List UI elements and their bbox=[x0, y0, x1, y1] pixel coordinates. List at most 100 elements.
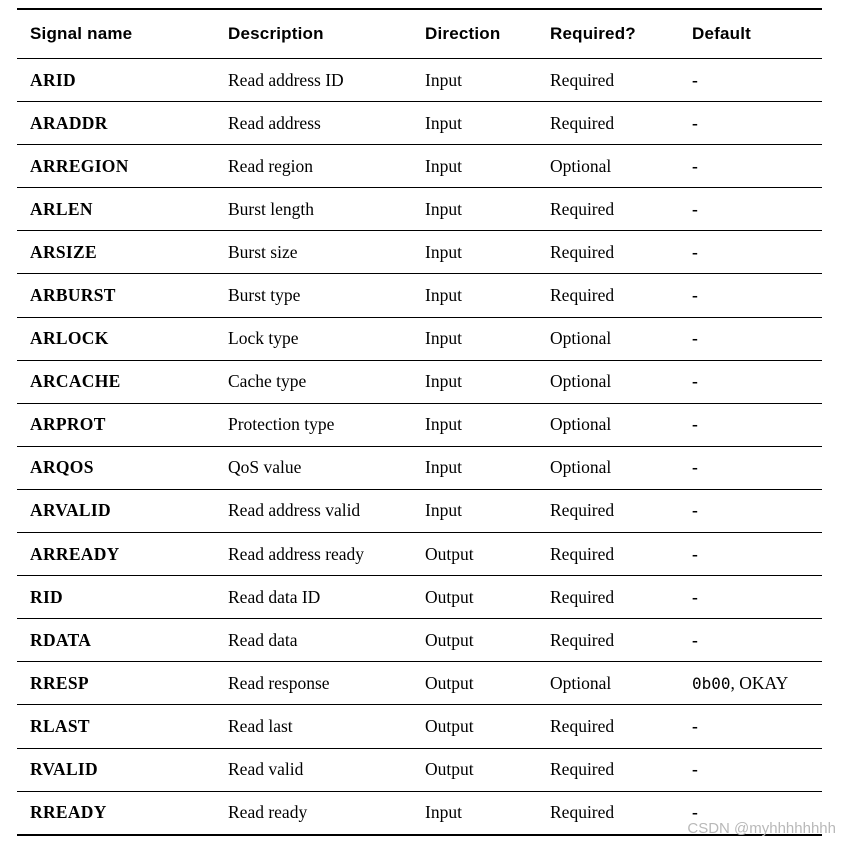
table-row: ARADDR Read address Input Required - bbox=[17, 102, 822, 145]
direction-cell: Output bbox=[425, 759, 474, 780]
required-cell: Required bbox=[550, 629, 615, 650]
table-row: ARVALID Read address valid Input Required - bbox=[17, 489, 822, 533]
default-cell: - bbox=[692, 328, 698, 349]
signal-cell: ARVALID bbox=[30, 500, 111, 521]
description-cell: Burst size bbox=[228, 241, 298, 262]
table-row: ARID Read address ID Input Required - bbox=[17, 59, 822, 102]
default-cell: - bbox=[692, 414, 698, 435]
direction-cell: Output bbox=[425, 543, 474, 564]
required-cell: Required bbox=[550, 112, 615, 133]
table-row: ARPROT Protection type Input Optional - bbox=[17, 403, 822, 447]
direction-cell: Input bbox=[425, 112, 462, 133]
default-cell: - bbox=[692, 543, 698, 564]
required-cell: Required bbox=[550, 241, 615, 262]
default-cell: - bbox=[692, 715, 698, 736]
default-mono-value: 0b00 bbox=[692, 673, 731, 693]
required-cell: Optional bbox=[550, 328, 612, 349]
default-cell: - bbox=[692, 69, 698, 90]
axi-read-signal-table-container: Signal name Description Direction Requir… bbox=[17, 8, 822, 836]
default-cell: - bbox=[692, 198, 698, 219]
signal-cell: RDATA bbox=[30, 629, 92, 650]
required-cell: Optional bbox=[550, 414, 612, 435]
description-cell: Read last bbox=[228, 715, 293, 736]
signal-cell: ARADDR bbox=[30, 112, 108, 133]
required-cell: Optional bbox=[550, 371, 612, 392]
table-row: RREADY Read ready Input Required - bbox=[17, 791, 822, 835]
column-header-signal-name: Signal name bbox=[30, 24, 133, 43]
column-header-default: Default bbox=[692, 24, 752, 43]
required-cell: Required bbox=[550, 285, 615, 306]
description-cell: Cache type bbox=[228, 371, 307, 392]
table-row: ARREADY Read address ready Output Required - bbox=[17, 533, 822, 576]
table-row: ARCACHE Cache type Input Optional - bbox=[17, 360, 822, 404]
signal-cell: RID bbox=[30, 586, 63, 607]
required-cell: Optional bbox=[550, 672, 612, 693]
signal-cell: ARBURST bbox=[30, 285, 116, 306]
description-cell: Read data ID bbox=[228, 586, 321, 607]
direction-cell: Input bbox=[425, 285, 462, 306]
default-cell: 0b00, OKAY bbox=[679, 662, 822, 705]
signal-cell: ARLOCK bbox=[30, 328, 109, 349]
table-row: RID Read data ID Output Required - bbox=[17, 576, 822, 619]
table-row: ARREGION Read region Input Optional - bbox=[17, 145, 822, 188]
signal-cell: ARREADY bbox=[30, 543, 120, 564]
table-row: RDATA Read data Output Required - bbox=[17, 619, 822, 662]
description-cell: Read data bbox=[228, 629, 298, 650]
default-cell: - bbox=[692, 155, 698, 176]
required-cell: Required bbox=[550, 586, 615, 607]
default-cell: - bbox=[692, 500, 698, 521]
required-cell: Required bbox=[550, 759, 615, 780]
direction-cell: Input bbox=[425, 371, 462, 392]
signal-cell: ARREGION bbox=[30, 155, 129, 176]
default-cell: - bbox=[692, 112, 698, 133]
required-cell: Required bbox=[550, 715, 615, 736]
signal-cell: ARCACHE bbox=[30, 371, 121, 392]
default-cell: - bbox=[692, 285, 698, 306]
signal-cell: RRESP bbox=[30, 672, 89, 693]
default-cell: - bbox=[692, 457, 698, 478]
direction-cell: Output bbox=[425, 672, 474, 693]
required-cell: Required bbox=[550, 69, 615, 90]
table-header-row: Signal name Description Direction Requir… bbox=[17, 9, 822, 59]
description-cell: QoS value bbox=[228, 457, 302, 478]
signal-cell: ARID bbox=[30, 69, 76, 90]
column-header-description: Description bbox=[228, 24, 324, 43]
axi-read-signal-table: Signal name Description Direction Requir… bbox=[17, 8, 822, 836]
default-cell: - bbox=[692, 241, 698, 262]
required-cell: Required bbox=[550, 802, 615, 823]
direction-cell: Input bbox=[425, 198, 462, 219]
default-rest-value: , OKAY bbox=[730, 672, 789, 693]
signal-cell: ARPROT bbox=[30, 414, 106, 435]
direction-cell: Input bbox=[425, 457, 462, 478]
signal-cell: RVALID bbox=[30, 759, 98, 780]
description-cell: Read valid bbox=[228, 759, 304, 780]
direction-cell: Output bbox=[425, 586, 474, 607]
description-cell: Burst type bbox=[228, 285, 301, 306]
required-cell: Optional bbox=[550, 457, 612, 478]
column-header-required: Required? bbox=[550, 24, 636, 43]
table-row: ARLOCK Lock type Input Optional - bbox=[17, 317, 822, 361]
default-cell: - bbox=[692, 371, 698, 392]
required-cell: Required bbox=[550, 543, 615, 564]
table-row: ARSIZE Burst size Input Required - bbox=[17, 231, 822, 274]
default-cell: - bbox=[692, 759, 698, 780]
direction-cell: Input bbox=[425, 69, 462, 90]
description-cell: Lock type bbox=[228, 328, 299, 349]
default-cell: - bbox=[692, 802, 698, 823]
direction-cell: Input bbox=[425, 500, 462, 521]
signal-cell: ARLEN bbox=[30, 198, 93, 219]
table-row: RRESP Read response Output Optional 0b00, OK… bbox=[17, 662, 822, 705]
table-row: RLAST Read last Output Required - bbox=[17, 705, 822, 748]
description-cell: Protection type bbox=[228, 414, 335, 435]
signal-cell: RREADY bbox=[30, 802, 107, 823]
table-body: ARID Read address ID Input Required - ARADDR R… bbox=[17, 59, 822, 835]
description-cell: Burst length bbox=[228, 198, 315, 219]
direction-cell: Input bbox=[425, 328, 462, 349]
description-cell: Read response bbox=[228, 672, 330, 693]
required-cell: Required bbox=[550, 500, 615, 521]
table-row: ARQOS QoS value Input Optional - bbox=[17, 446, 822, 490]
direction-cell: Input bbox=[425, 414, 462, 435]
description-cell: Read address bbox=[228, 112, 321, 133]
required-cell: Required bbox=[550, 198, 615, 219]
direction-cell: Input bbox=[425, 241, 462, 262]
